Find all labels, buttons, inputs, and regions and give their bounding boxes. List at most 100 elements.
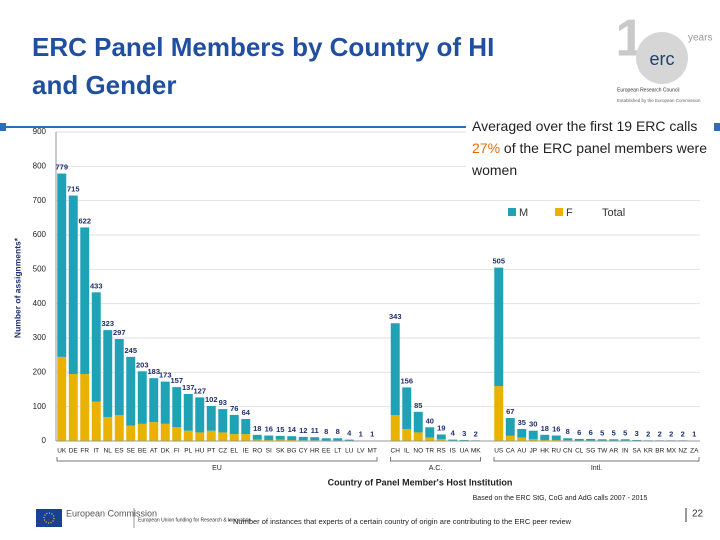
x-axis-title: Country of Panel Member's Host Instituti…: [328, 477, 513, 487]
total-label: 3: [462, 429, 466, 438]
total-label: 8: [336, 427, 340, 436]
total-label: 30: [529, 420, 537, 429]
bar-segment: [597, 439, 607, 441]
total-label: 6: [577, 428, 581, 437]
bar-segment: [563, 438, 573, 441]
total-label: 1: [359, 430, 363, 439]
bar-segment: [436, 439, 446, 441]
x-tick-label: NZ: [678, 448, 687, 455]
x-tick-label: MT: [368, 448, 377, 455]
bar-segment: [574, 438, 584, 441]
bar-segment: [390, 415, 400, 441]
bar-segment: [160, 381, 170, 424]
x-tick-label: IS: [450, 448, 457, 455]
legend-swatch: [508, 208, 516, 216]
bar-segment: [183, 430, 193, 441]
bar-segment: [494, 386, 504, 441]
y-tick-label: 300: [33, 333, 47, 342]
bar-segment: [172, 427, 182, 441]
y-tick-label: 0: [42, 436, 47, 445]
total-label: 76: [230, 404, 238, 413]
bar-segment: [206, 430, 216, 441]
total-label: 343: [389, 312, 402, 321]
slide-title: ERC Panel Members by Country of HI and G…: [32, 32, 495, 100]
x-tick-label: EL: [230, 448, 238, 455]
total-label: 12: [299, 426, 307, 435]
bar-segment: [425, 437, 435, 441]
x-tick-label: RU: [552, 448, 562, 455]
bar-segment: [68, 374, 78, 441]
bar-segment: [436, 434, 446, 440]
total-label: 433: [90, 281, 103, 290]
total-label: 127: [193, 386, 206, 395]
bar-segment: [195, 432, 205, 441]
bar-segment: [91, 292, 101, 402]
bar-segment: [241, 419, 251, 435]
bar-segment: [252, 434, 262, 440]
y-tick-label: 400: [33, 299, 47, 308]
x-tick-label: TW: [597, 448, 608, 455]
total-label: 622: [78, 216, 91, 225]
total-label: 323: [101, 319, 114, 328]
bar-segment: [103, 416, 113, 441]
bar-segment: [402, 428, 412, 441]
x-tick-label: KR: [644, 448, 653, 455]
bar-segment: [528, 430, 538, 440]
x-tick-label: NO: [413, 448, 423, 455]
logo-circle: [636, 32, 688, 84]
total-label: 779: [55, 163, 68, 172]
annotation-text: Averaged over the first 19 ERC calls: [472, 118, 698, 134]
group-label: A.C.: [429, 465, 443, 472]
bar-segment: [494, 267, 504, 387]
total-label: 35: [518, 418, 526, 427]
x-tick-label: SK: [276, 448, 285, 455]
total-label: 245: [124, 346, 137, 355]
y-tick-label: 600: [33, 230, 47, 239]
x-tick-label: SI: [266, 448, 272, 455]
x-tick-label: JP: [529, 448, 537, 455]
bar-segment: [609, 439, 619, 441]
group-bracket: [493, 457, 700, 462]
logo-years: years: [688, 33, 712, 44]
bar-segment: [298, 436, 308, 441]
x-tick-label: CZ: [218, 448, 227, 455]
x-tick-label: AU: [517, 448, 526, 455]
bar-segment: [310, 437, 320, 441]
footnote: * Number of instances that experts of a …: [228, 517, 572, 526]
total-label: 137: [182, 383, 195, 392]
bar-segment: [275, 435, 285, 440]
total-label: 14: [288, 425, 297, 434]
x-tick-label: HK: [540, 448, 550, 455]
eu-flag: [36, 509, 62, 527]
rule-end: [714, 123, 720, 131]
logo-mark: erc: [649, 49, 674, 69]
group-label: EU: [212, 465, 222, 472]
x-tick-label: ZA: [690, 448, 699, 455]
x-tick-label: BG: [287, 448, 296, 455]
total-label: 203: [136, 360, 149, 369]
bar-segment: [68, 195, 78, 375]
x-tick-label: IL: [404, 448, 410, 455]
x-tick-label: RO: [252, 448, 262, 455]
bar-segment: [103, 330, 113, 417]
x-tick-label: LT: [334, 448, 341, 455]
total-label: 8: [324, 427, 328, 436]
x-tick-label: FR: [80, 448, 89, 455]
bar-segment: [528, 439, 538, 441]
total-label: 2: [474, 429, 478, 438]
total-label: 64: [242, 408, 251, 417]
x-tick-label: ES: [115, 448, 124, 455]
y-tick-label: 900: [33, 127, 47, 136]
x-tick-label: UA: [460, 448, 470, 455]
total-label: 1: [370, 430, 374, 439]
bar-segment: [287, 436, 297, 440]
logo-line: European Research Council: [617, 87, 680, 93]
bar-segment: [275, 439, 285, 441]
rule-end: [0, 123, 6, 131]
bar-segment: [413, 432, 423, 441]
x-tick-label: SE: [126, 448, 135, 455]
footer-commission: European Commission: [66, 508, 157, 518]
bar-segment: [149, 422, 159, 441]
total-label: 93: [219, 398, 227, 407]
